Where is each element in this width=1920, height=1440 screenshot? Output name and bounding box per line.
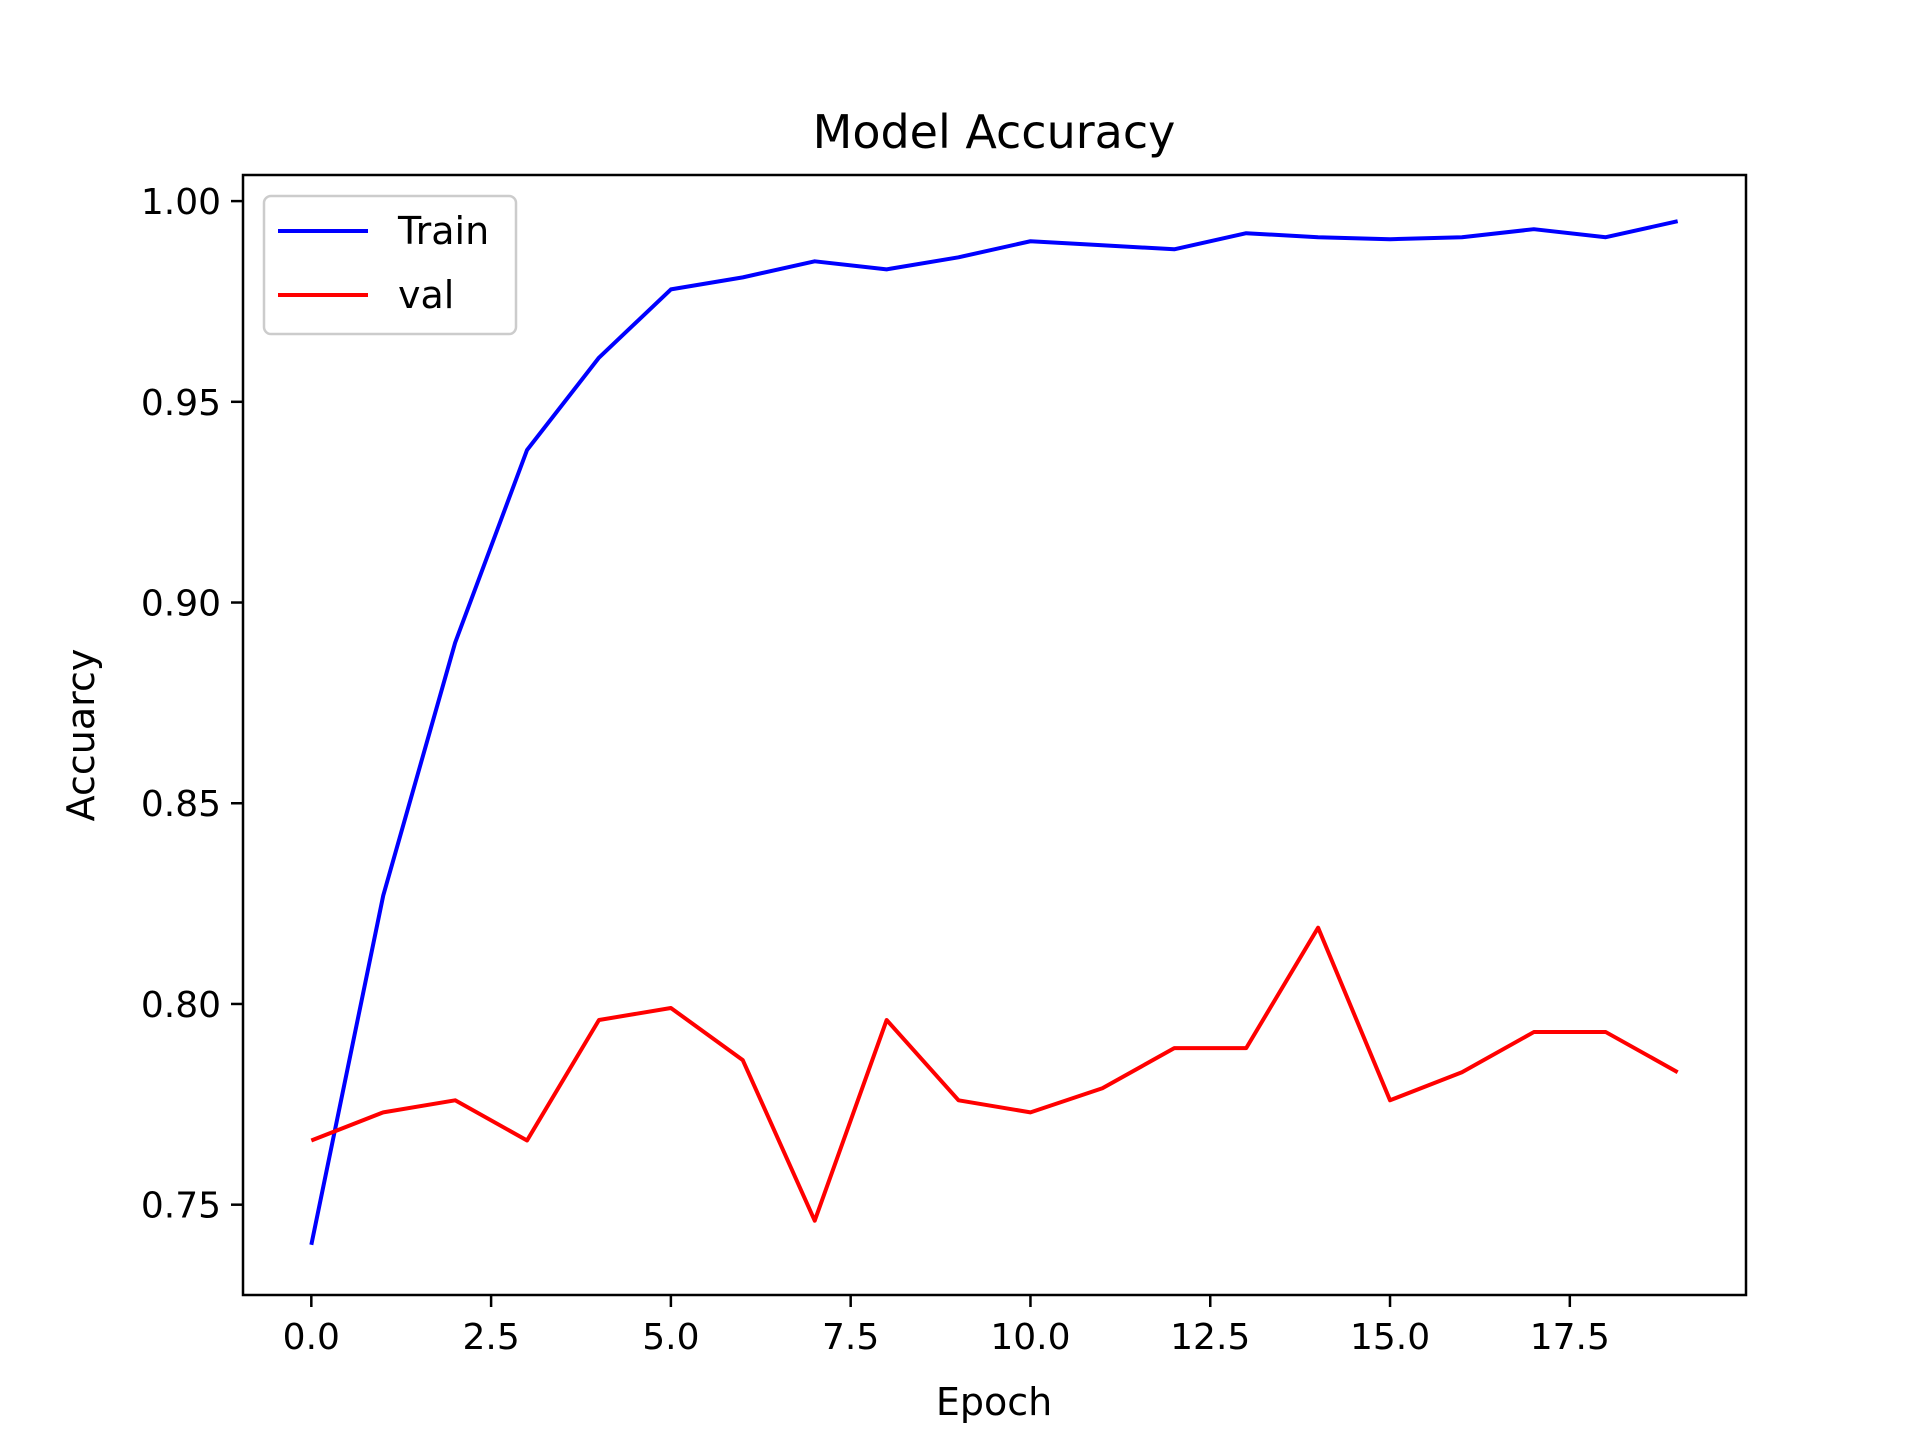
y-axis-ticks: 0.75 0.80 0.85 0.90 0.95 1.00 xyxy=(141,182,243,1227)
series-lines xyxy=(309,219,1679,1246)
legend-label-train: Train xyxy=(397,209,489,253)
y-tick-label: 0.75 xyxy=(141,1186,221,1227)
x-tick-label: 12.5 xyxy=(1170,1317,1250,1358)
chart-title: Model Accuracy xyxy=(813,105,1176,159)
legend-label-val: val xyxy=(398,273,454,317)
x-tick-label: 10.0 xyxy=(990,1317,1070,1358)
y-tick-label: 0.90 xyxy=(141,584,221,625)
x-tick-label: 5.0 xyxy=(642,1317,699,1358)
x-tick-label: 0.0 xyxy=(283,1317,340,1358)
y-tick-label: 0.80 xyxy=(141,985,221,1026)
series-line-train xyxy=(309,219,1679,1246)
x-tick-label: 17.5 xyxy=(1530,1317,1610,1358)
x-tick-label: 15.0 xyxy=(1350,1317,1430,1358)
y-tick-label: 1.00 xyxy=(141,182,221,223)
y-axis-label: Accuarcy xyxy=(59,649,103,822)
x-axis-ticks: 0.0 2.5 5.0 7.5 10.0 12.5 15.0 17.5 xyxy=(283,1295,1610,1358)
plot-frame xyxy=(241,173,1748,1297)
x-axis-label: Epoch xyxy=(936,1380,1052,1424)
legend: Train val xyxy=(262,194,518,336)
x-tick-label: 2.5 xyxy=(462,1317,519,1358)
y-tick-label: 0.85 xyxy=(141,784,221,825)
series-line-val xyxy=(310,925,1679,1223)
x-tick-label: 7.5 xyxy=(822,1317,879,1358)
y-tick-label: 0.95 xyxy=(141,383,221,424)
